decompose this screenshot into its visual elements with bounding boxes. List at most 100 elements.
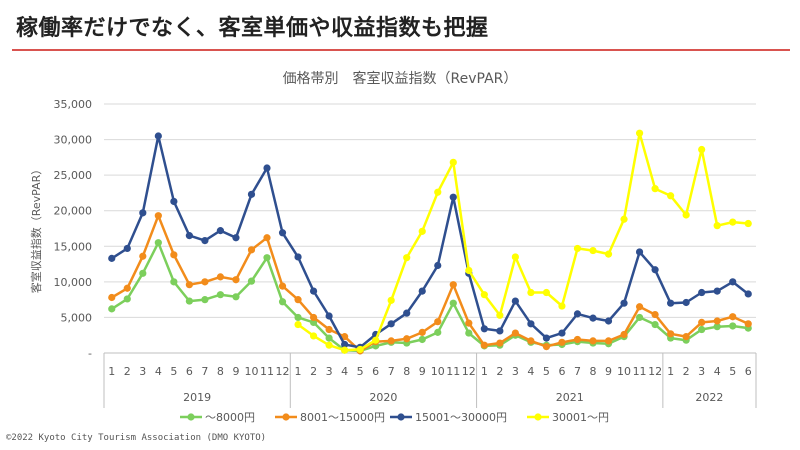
x-tick-label: 12 bbox=[276, 365, 290, 378]
data-point bbox=[496, 311, 504, 319]
copyright-footer: ©2022 Kyoto City Tourism Association (DM… bbox=[6, 433, 267, 443]
data-point bbox=[542, 342, 551, 351]
data-point bbox=[558, 302, 566, 310]
data-point bbox=[216, 291, 225, 299]
data-point bbox=[744, 219, 752, 228]
series-line bbox=[111, 241, 749, 353]
data-point bbox=[170, 251, 178, 259]
data-point bbox=[542, 334, 551, 342]
data-point bbox=[201, 236, 209, 245]
data-point bbox=[309, 313, 318, 322]
x-tick-label: 9 bbox=[419, 365, 426, 378]
x-tick-label: 4 bbox=[341, 365, 348, 378]
y-tick-label: 20,000 bbox=[54, 205, 93, 218]
data-point bbox=[449, 299, 457, 307]
x-tick-label: 1 bbox=[481, 365, 488, 378]
x-tick-label: 8 bbox=[403, 365, 410, 378]
x-tick-label: 2 bbox=[310, 365, 317, 378]
x-tick-label: 3 bbox=[326, 365, 333, 378]
data-point bbox=[651, 310, 659, 319]
data-point bbox=[154, 239, 162, 247]
data-point bbox=[729, 313, 737, 321]
x-tick-label: 11 bbox=[633, 365, 647, 378]
data-point bbox=[232, 276, 240, 284]
data-point bbox=[511, 253, 519, 261]
y-tick-label: 5,000 bbox=[61, 311, 93, 324]
data-point bbox=[651, 185, 659, 193]
x-tick-label: 4 bbox=[527, 365, 534, 378]
x-tick-label: 7 bbox=[201, 365, 208, 378]
x-tick-label: 3 bbox=[698, 365, 705, 378]
data-point bbox=[263, 254, 271, 262]
data-point bbox=[589, 337, 597, 345]
data-point bbox=[496, 339, 504, 347]
data-point bbox=[434, 261, 442, 270]
y-tick-label: 30,000 bbox=[54, 134, 93, 147]
x-tick-label: 1 bbox=[667, 365, 674, 378]
data-point bbox=[201, 296, 209, 304]
data-point bbox=[480, 325, 488, 333]
data-point bbox=[480, 341, 488, 349]
data-point bbox=[108, 293, 116, 302]
data-point bbox=[713, 287, 721, 295]
data-point bbox=[573, 310, 582, 318]
legend-swatch-marker bbox=[282, 413, 290, 421]
y-tick-label: 25,000 bbox=[54, 169, 93, 182]
data-point bbox=[698, 288, 706, 297]
data-point bbox=[713, 317, 721, 325]
x-tick-label: 6 bbox=[186, 365, 193, 378]
x-tick-label: 2 bbox=[496, 365, 503, 378]
data-point bbox=[589, 246, 597, 255]
data-point bbox=[465, 329, 473, 337]
x-tick-label: 8 bbox=[590, 365, 597, 378]
legend-swatch-marker bbox=[187, 413, 195, 421]
data-point bbox=[325, 334, 333, 342]
data-point bbox=[278, 298, 287, 306]
legend-swatch-marker bbox=[397, 413, 405, 421]
x-tick-label: 5 bbox=[357, 365, 364, 378]
data-point bbox=[247, 277, 256, 285]
data-point bbox=[682, 211, 690, 219]
data-point bbox=[620, 299, 628, 307]
data-point bbox=[573, 244, 582, 253]
data-point bbox=[341, 346, 349, 354]
x-tick-label: 11 bbox=[260, 365, 274, 378]
data-point bbox=[635, 129, 644, 137]
y-tick-label: - bbox=[88, 347, 92, 360]
data-point bbox=[434, 328, 442, 336]
x-tick-label: 4 bbox=[155, 365, 162, 378]
legend-label: 8001～15000円 bbox=[300, 411, 385, 424]
data-point bbox=[294, 296, 302, 304]
x-tick-label: 9 bbox=[605, 365, 612, 378]
data-point bbox=[263, 164, 271, 172]
x-tick-label: 7 bbox=[574, 365, 581, 378]
legend-label: 30001～円 bbox=[552, 411, 609, 424]
data-point bbox=[123, 244, 131, 253]
data-point bbox=[449, 193, 457, 201]
data-point bbox=[635, 313, 644, 322]
data-point bbox=[294, 320, 302, 329]
x-tick-label: 6 bbox=[372, 365, 379, 378]
data-point bbox=[418, 328, 426, 336]
x-tick-label: 9 bbox=[232, 365, 239, 378]
data-point bbox=[744, 290, 752, 298]
data-point bbox=[667, 192, 675, 200]
data-point bbox=[496, 327, 504, 335]
data-point bbox=[589, 314, 597, 322]
data-point bbox=[651, 320, 659, 329]
data-point bbox=[356, 345, 364, 354]
data-point bbox=[325, 341, 333, 349]
data-point bbox=[139, 269, 147, 277]
x-tick-label: 5 bbox=[170, 365, 177, 378]
data-point bbox=[185, 281, 193, 289]
data-point bbox=[604, 337, 613, 345]
data-point bbox=[309, 332, 318, 340]
data-point bbox=[139, 252, 147, 260]
year-label: 2019 bbox=[183, 391, 211, 404]
data-point bbox=[309, 287, 318, 295]
data-point bbox=[667, 299, 675, 307]
data-point bbox=[216, 273, 225, 281]
y-tick-label: 10,000 bbox=[54, 276, 93, 289]
data-point bbox=[713, 323, 721, 331]
data-point bbox=[232, 293, 240, 301]
